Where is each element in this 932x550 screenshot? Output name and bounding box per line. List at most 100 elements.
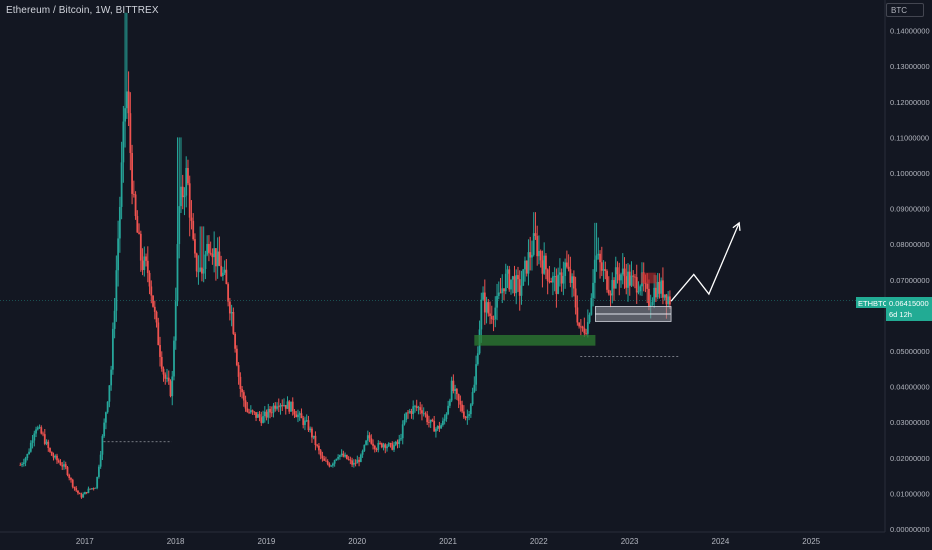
candle-body bbox=[82, 494, 85, 498]
candle-body bbox=[429, 419, 432, 423]
candle-body bbox=[174, 301, 177, 341]
candle-body bbox=[539, 250, 542, 261]
candle-body bbox=[375, 449, 378, 451]
candle-body bbox=[342, 453, 345, 457]
currency-selector[interactable]: BTC bbox=[886, 3, 924, 17]
candle-body bbox=[304, 420, 306, 425]
candle-body bbox=[221, 272, 224, 276]
candle-body bbox=[557, 274, 560, 294]
candle-body bbox=[166, 377, 168, 379]
candle-body bbox=[89, 488, 92, 490]
price-tick-label: 0.02000000 bbox=[890, 454, 930, 463]
candle-body bbox=[578, 322, 581, 327]
candle-body bbox=[651, 301, 654, 305]
candle-body bbox=[517, 275, 519, 280]
candle-body bbox=[87, 488, 90, 493]
candle-body bbox=[111, 328, 114, 370]
candle-body bbox=[611, 280, 614, 296]
candle-body bbox=[314, 435, 317, 445]
candle-body bbox=[435, 429, 437, 432]
candle-body bbox=[455, 388, 458, 395]
candle-body bbox=[150, 286, 153, 296]
candle-body bbox=[216, 251, 219, 267]
candle-body bbox=[281, 405, 284, 406]
candle-body bbox=[655, 287, 657, 298]
candle-body bbox=[323, 458, 326, 461]
candle-body bbox=[660, 280, 663, 294]
candle-body bbox=[380, 443, 383, 448]
last-price-value: 0.06415000 bbox=[889, 299, 929, 308]
candle-body bbox=[134, 194, 137, 217]
candle-body bbox=[417, 407, 420, 409]
candle-body bbox=[571, 276, 574, 283]
candle-body bbox=[515, 275, 518, 294]
candle-body bbox=[141, 260, 144, 271]
candle-body bbox=[194, 239, 196, 254]
candle-body bbox=[356, 459, 359, 464]
candle-body bbox=[185, 168, 188, 196]
candle-body bbox=[244, 400, 247, 409]
candle-body bbox=[230, 312, 233, 314]
candle-body bbox=[646, 283, 649, 289]
candle-body bbox=[262, 416, 264, 423]
candle-body bbox=[176, 244, 179, 302]
candle-body bbox=[45, 441, 48, 444]
projection-path bbox=[670, 222, 740, 302]
price-axis[interactable]: 0.14000000 0.13000000 0.12000000 0.11000000… bbox=[890, 27, 930, 534]
candle-body bbox=[286, 401, 289, 409]
candle-body bbox=[656, 281, 659, 298]
candle-body bbox=[21, 463, 23, 465]
candle-body bbox=[169, 381, 172, 397]
candle-body bbox=[225, 269, 228, 285]
candle-body bbox=[242, 392, 245, 401]
candle-body bbox=[525, 260, 528, 274]
candle-body bbox=[35, 429, 37, 434]
candle-body bbox=[607, 289, 610, 294]
candle-body bbox=[448, 400, 451, 406]
candle-body bbox=[40, 427, 43, 434]
candle-body bbox=[309, 428, 312, 431]
candle-body bbox=[625, 276, 628, 288]
candle-body bbox=[466, 416, 469, 418]
candle-body bbox=[620, 274, 622, 281]
candle-body bbox=[354, 462, 357, 464]
candle-body bbox=[307, 420, 310, 431]
candle-body bbox=[475, 364, 477, 385]
candle-body bbox=[260, 417, 263, 423]
candle-body bbox=[104, 412, 107, 423]
price-tick-label: 0.13000000 bbox=[890, 62, 930, 71]
candle-body bbox=[358, 459, 360, 462]
price-tick-label: 0.09000000 bbox=[890, 205, 930, 214]
candle-body bbox=[532, 233, 535, 255]
candle-body bbox=[155, 311, 158, 323]
candle-body bbox=[122, 121, 125, 163]
time-tick-label: 2023 bbox=[621, 537, 639, 546]
candle-body bbox=[623, 268, 626, 277]
candle-body bbox=[393, 445, 395, 450]
candle-body bbox=[487, 302, 490, 314]
price-tick-label: 0.10000000 bbox=[890, 169, 930, 178]
candle-body bbox=[283, 405, 285, 406]
candle-body bbox=[351, 460, 354, 465]
candle-body bbox=[597, 253, 600, 256]
candle-body bbox=[42, 433, 44, 435]
candle-body bbox=[117, 238, 120, 271]
candle-body bbox=[311, 428, 313, 438]
candle-body bbox=[50, 451, 53, 456]
time-axis[interactable]: 2017 2018 2019 2020 2021 2022 2023 2024 2025 bbox=[76, 537, 821, 546]
candle-body bbox=[347, 459, 350, 460]
candle-body bbox=[581, 326, 584, 329]
candle-body bbox=[616, 267, 619, 275]
candle-body bbox=[469, 404, 472, 415]
candle-body bbox=[613, 280, 615, 289]
time-tick-label: 2025 bbox=[802, 537, 820, 546]
candle-body bbox=[372, 443, 374, 446]
candle-body bbox=[538, 250, 540, 257]
candle-body bbox=[228, 301, 231, 314]
candle-body bbox=[153, 306, 156, 312]
candle-body bbox=[106, 401, 109, 413]
candle-body bbox=[627, 271, 629, 288]
candle-body bbox=[595, 255, 598, 260]
symbol-label: ETHBTC bbox=[858, 299, 888, 308]
